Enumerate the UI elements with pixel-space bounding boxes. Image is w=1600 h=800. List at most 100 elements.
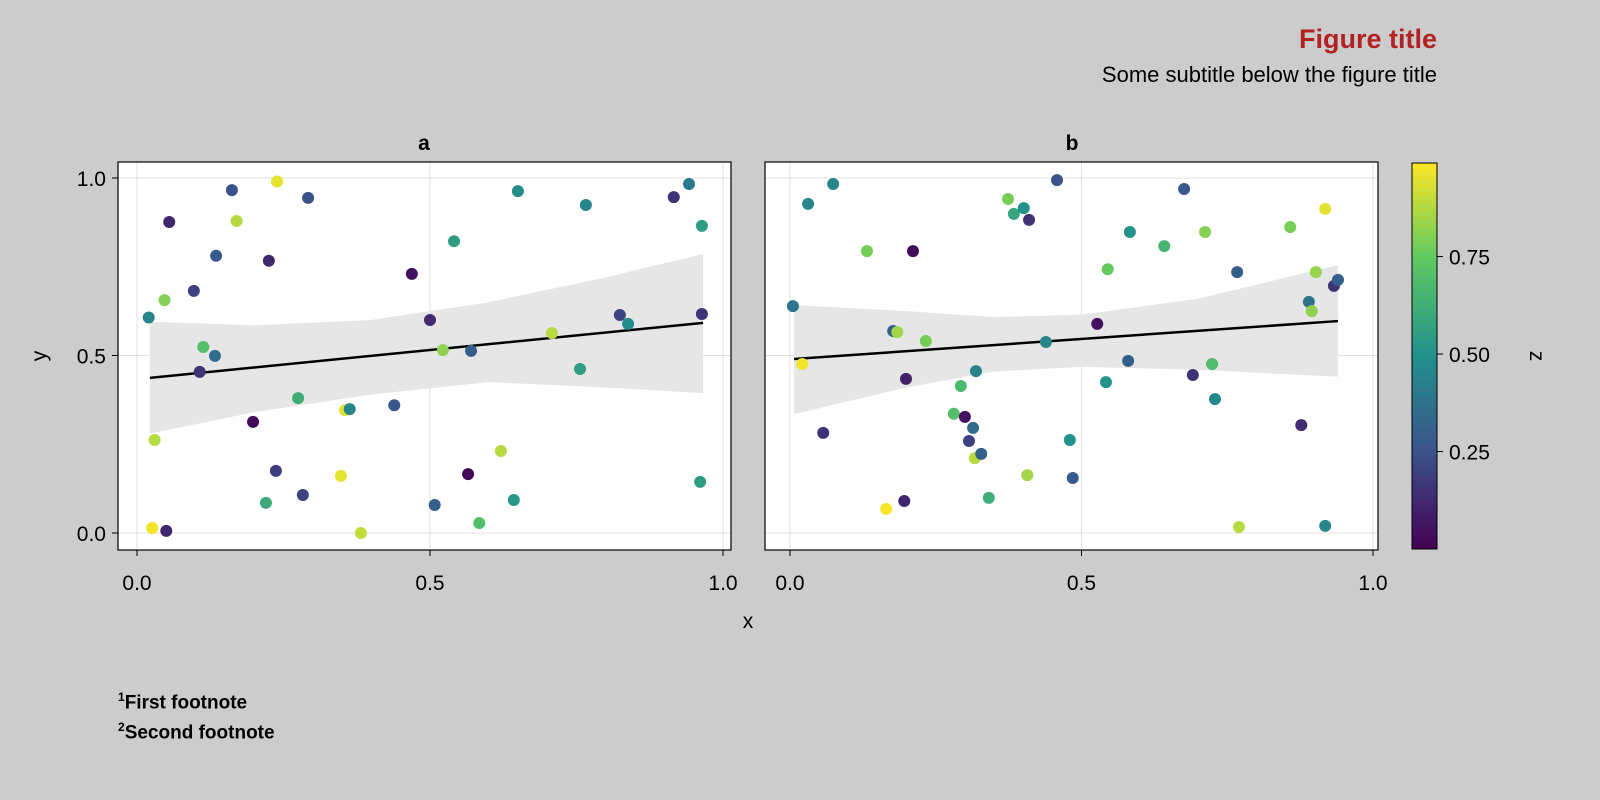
- scatter-point: [1122, 354, 1135, 367]
- scatter-point: [148, 433, 161, 446]
- x-tick-label: 0.0: [122, 572, 151, 595]
- scatter-point: [802, 197, 815, 210]
- scatter-point: [1178, 183, 1191, 196]
- scatter-point: [962, 435, 975, 448]
- scatter-point: [1206, 358, 1219, 371]
- scatter-point: [473, 517, 486, 530]
- scatter-point: [1319, 519, 1332, 532]
- footnote-2: 2Second footnote: [118, 720, 275, 744]
- footnote-mark: 1: [118, 690, 125, 704]
- scatter-point: [354, 527, 367, 539]
- x-axis-label: x: [743, 610, 754, 633]
- scatter-point: [187, 284, 200, 297]
- scatter-point: [900, 372, 913, 385]
- scatter-point: [579, 198, 592, 211]
- scatter-point: [880, 502, 893, 515]
- scatter-point: [574, 362, 587, 375]
- scatter-point: [302, 191, 315, 204]
- scatter-point: [1232, 520, 1245, 533]
- scatter-point: [269, 464, 282, 477]
- colorbar-gradient: [1411, 162, 1438, 550]
- footnote-mark: 2: [118, 720, 125, 734]
- scatter-point: [1158, 240, 1171, 253]
- x-tick-label: 1.0: [1358, 572, 1387, 595]
- scatter-point: [163, 216, 176, 229]
- scatter-point: [1302, 295, 1315, 308]
- panel-a: 0.0 0.5 1.0 0.0 0.5 1.0: [77, 161, 738, 595]
- scatter-point: [827, 178, 840, 191]
- scatter-point: [613, 309, 626, 322]
- scatter-point: [1284, 220, 1297, 233]
- scatter-point: [622, 317, 635, 330]
- scatter-point: [817, 426, 830, 439]
- y-tick-label: 1.0: [77, 168, 106, 191]
- scatter-point: [898, 495, 911, 508]
- scatter-point: [975, 447, 988, 460]
- scatter-point: [683, 178, 696, 191]
- scatter-point: [1007, 207, 1020, 220]
- scatter-point: [448, 235, 461, 248]
- scatter-point: [891, 326, 904, 339]
- scatter-point: [694, 475, 707, 488]
- scatter-point: [786, 300, 799, 313]
- scatter-point: [860, 245, 873, 258]
- scatter-point: [271, 175, 284, 188]
- scatter-point: [545, 327, 558, 340]
- panel-a-title: a: [418, 132, 430, 155]
- scatter-point: [160, 524, 173, 537]
- scatter-point: [958, 410, 971, 423]
- scatter-point: [158, 294, 171, 307]
- scatter-point: [511, 185, 524, 198]
- scatter-point: [1186, 369, 1199, 382]
- scatter-point: [1051, 174, 1064, 187]
- scatter-point: [247, 415, 260, 428]
- scatter-point: [343, 403, 356, 416]
- scatter-point: [494, 444, 507, 457]
- scatter-point: [667, 191, 680, 204]
- scatter-point: [1319, 202, 1332, 215]
- scatter-point: [197, 340, 210, 353]
- panel-b: 0.0 0.5 1.0: [764, 161, 1388, 595]
- scatter-point: [1123, 225, 1136, 238]
- scatter-point: [225, 184, 238, 197]
- scatter-point: [1066, 471, 1079, 484]
- scatter-point: [796, 358, 809, 371]
- scatter-point: [1309, 266, 1322, 279]
- colorbar-label: z: [1525, 351, 1548, 362]
- scatter-point: [405, 267, 418, 280]
- scatter-point: [1023, 213, 1036, 226]
- scatter-point: [695, 307, 708, 320]
- scatter-point: [947, 407, 960, 420]
- y-tick-label: 0.5: [77, 346, 106, 369]
- scatter-point: [292, 392, 305, 405]
- scatter-point: [259, 496, 272, 509]
- scatter-point: [262, 254, 275, 267]
- x-tick-label: 0.0: [775, 572, 804, 595]
- scatter-point: [1063, 433, 1076, 446]
- scatter-point: [1039, 336, 1052, 349]
- scatter-point: [1295, 419, 1308, 432]
- confidence-band: [149, 253, 704, 434]
- scatter-point: [1199, 225, 1212, 238]
- colorbar: 0.25 0.50 0.75 z: [1411, 162, 1548, 550]
- y-tick-label: 0.0: [77, 523, 106, 546]
- scatter-point: [1332, 273, 1345, 286]
- scatter-point: [296, 489, 309, 502]
- scatter-point: [507, 493, 520, 506]
- scatter-point: [695, 219, 708, 232]
- scatter-point: [1017, 202, 1030, 215]
- regression-line: [793, 319, 1339, 361]
- y-axis-label: y: [28, 350, 51, 361]
- x-tick-label: 0.5: [1067, 572, 1096, 595]
- scatter-point: [1209, 393, 1222, 406]
- scatter-point: [428, 498, 441, 511]
- x-tick-label: 0.5: [415, 572, 444, 595]
- scatter-point: [1305, 305, 1318, 318]
- scatter-point: [465, 344, 478, 357]
- colorbar-tick-label: 0.50: [1449, 344, 1490, 367]
- scatter-point: [388, 399, 401, 412]
- scatter-point: [208, 349, 221, 362]
- colorbar-tick-label: 0.75: [1449, 247, 1490, 270]
- scatter-point: [230, 214, 243, 227]
